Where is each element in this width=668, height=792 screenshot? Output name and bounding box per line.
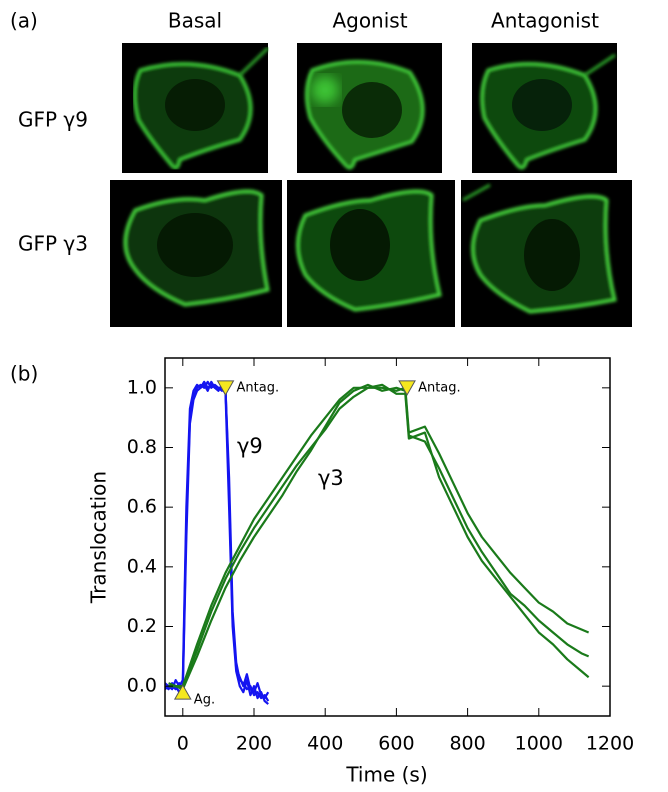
x-tick-label: 200 — [236, 733, 272, 755]
annotation: Ag. — [194, 693, 215, 708]
x-tick-label: 800 — [449, 733, 485, 755]
x-tick-label: 0 — [177, 733, 189, 755]
micrograph — [297, 43, 442, 173]
y-tick-label: 0.2 — [127, 615, 157, 637]
y-tick-label: 0.4 — [127, 555, 157, 577]
column-header: Antagonist — [491, 9, 599, 33]
column-header: Basal — [168, 9, 222, 33]
y-axis-label: Translocation — [87, 471, 111, 604]
panel-label: (a) — [10, 9, 38, 33]
x-tick-label: 1200 — [586, 733, 634, 755]
plot-frame — [164, 357, 611, 717]
lines — [165, 380, 590, 705]
x-tick-label: 600 — [378, 733, 414, 755]
micrograph — [287, 180, 455, 327]
y-tick-label: 0.0 — [127, 675, 157, 697]
micrograph — [472, 43, 617, 173]
micrograph — [122, 43, 268, 173]
x-tick-label: 400 — [307, 733, 343, 755]
row-label: GFP γ3 — [18, 232, 88, 256]
x-axis-label: Time (s) — [345, 763, 427, 787]
y-tick-label: 1.0 — [127, 376, 157, 398]
micrograph — [110, 180, 282, 327]
annotation: Antag. — [418, 380, 461, 395]
y-tick-label: 0.6 — [127, 496, 157, 518]
annotation: Antag. — [237, 380, 280, 395]
x-tick-label: 1000 — [515, 733, 563, 755]
trace-line — [165, 380, 270, 702]
plot-area — [165, 380, 590, 705]
y-tick-label: 0.8 — [127, 436, 157, 458]
trace-line — [165, 380, 269, 705]
series-label: γ3 — [318, 466, 344, 490]
panel-label: (b) — [10, 362, 38, 386]
column-header: Agonist — [332, 9, 407, 33]
trace-line — [168, 383, 590, 688]
event-marker — [173, 684, 192, 700]
event-marker — [216, 380, 235, 396]
micrograph — [461, 180, 632, 327]
event-marker — [398, 380, 416, 396]
series-label: γ9 — [237, 434, 263, 458]
row-label: GFP γ9 — [18, 108, 88, 132]
